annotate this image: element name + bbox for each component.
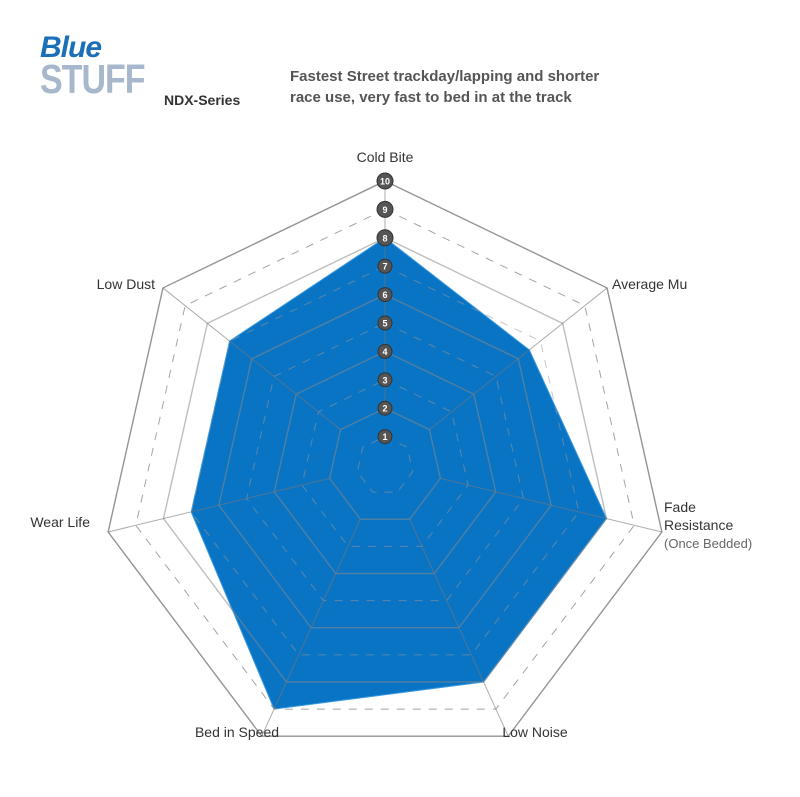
axis-label: Wear Life: [30, 514, 90, 530]
axis-label: Bed in Speed: [195, 724, 279, 740]
grid-ring-10: [107, 180, 663, 737]
grid-ring-4: [273, 350, 497, 575]
scale-marker: [377, 315, 393, 331]
scale-marker: [376, 200, 394, 218]
axis-spoke: [261, 519, 361, 737]
axis-label: Low Noise: [502, 724, 568, 740]
grid-ring-8: [162, 237, 608, 683]
axis-label: Average Mu: [612, 276, 687, 292]
scale-label: 2: [382, 404, 387, 414]
grid-ring-3: [301, 379, 469, 547]
data-area: [190, 237, 608, 710]
scale-label: 7: [382, 262, 387, 272]
axis-label: Resistance: [664, 517, 733, 533]
scale-marker: [377, 258, 393, 274]
scale-label: 9: [382, 205, 387, 215]
series-label: NDX-Series: [164, 92, 241, 108]
scale-marker: [377, 429, 393, 445]
axis-label: Fade: [664, 499, 696, 515]
blue-stuff-logo: Blue STUFF: [40, 31, 146, 103]
axis-sublabel: (Once Bedded): [664, 536, 752, 551]
axis-spoke: [162, 287, 341, 430]
axis-spoke: [429, 287, 608, 430]
scale-label: 1: [382, 432, 387, 442]
axis-spoke: [108, 477, 330, 533]
scale-label: 10: [380, 177, 390, 187]
scale-label: 8: [382, 233, 387, 243]
scale-label: 3: [382, 375, 387, 385]
grid-ring-5: [246, 322, 524, 602]
description: Fastest Street trackday/lapping and shor…: [290, 66, 599, 108]
scale-marker: [377, 287, 393, 303]
scale-marker: [377, 372, 393, 388]
scale-label: 6: [382, 290, 387, 300]
grid-ring-2: [328, 407, 442, 520]
axis-spoke: [440, 477, 662, 533]
scale-marker: [377, 400, 393, 416]
grid-ring-7: [190, 265, 580, 656]
description-line-1: Fastest Street trackday/lapping and shor…: [290, 68, 600, 85]
axis-label: Cold Bite: [357, 149, 414, 165]
grid-ring-1: [356, 436, 414, 493]
axis-spoke: [409, 519, 509, 737]
axis-label: Low Dust: [97, 276, 155, 292]
grid-ring-9: [135, 208, 635, 710]
scale-label: 4: [382, 347, 387, 357]
description-line-2: race use, very fast to bed in at the tra…: [290, 89, 572, 106]
scale-marker: [377, 343, 393, 359]
grid-ring-6: [218, 293, 552, 629]
scale-marker: [376, 229, 394, 247]
scale-label: 5: [382, 319, 387, 329]
scale-marker: [376, 172, 394, 190]
